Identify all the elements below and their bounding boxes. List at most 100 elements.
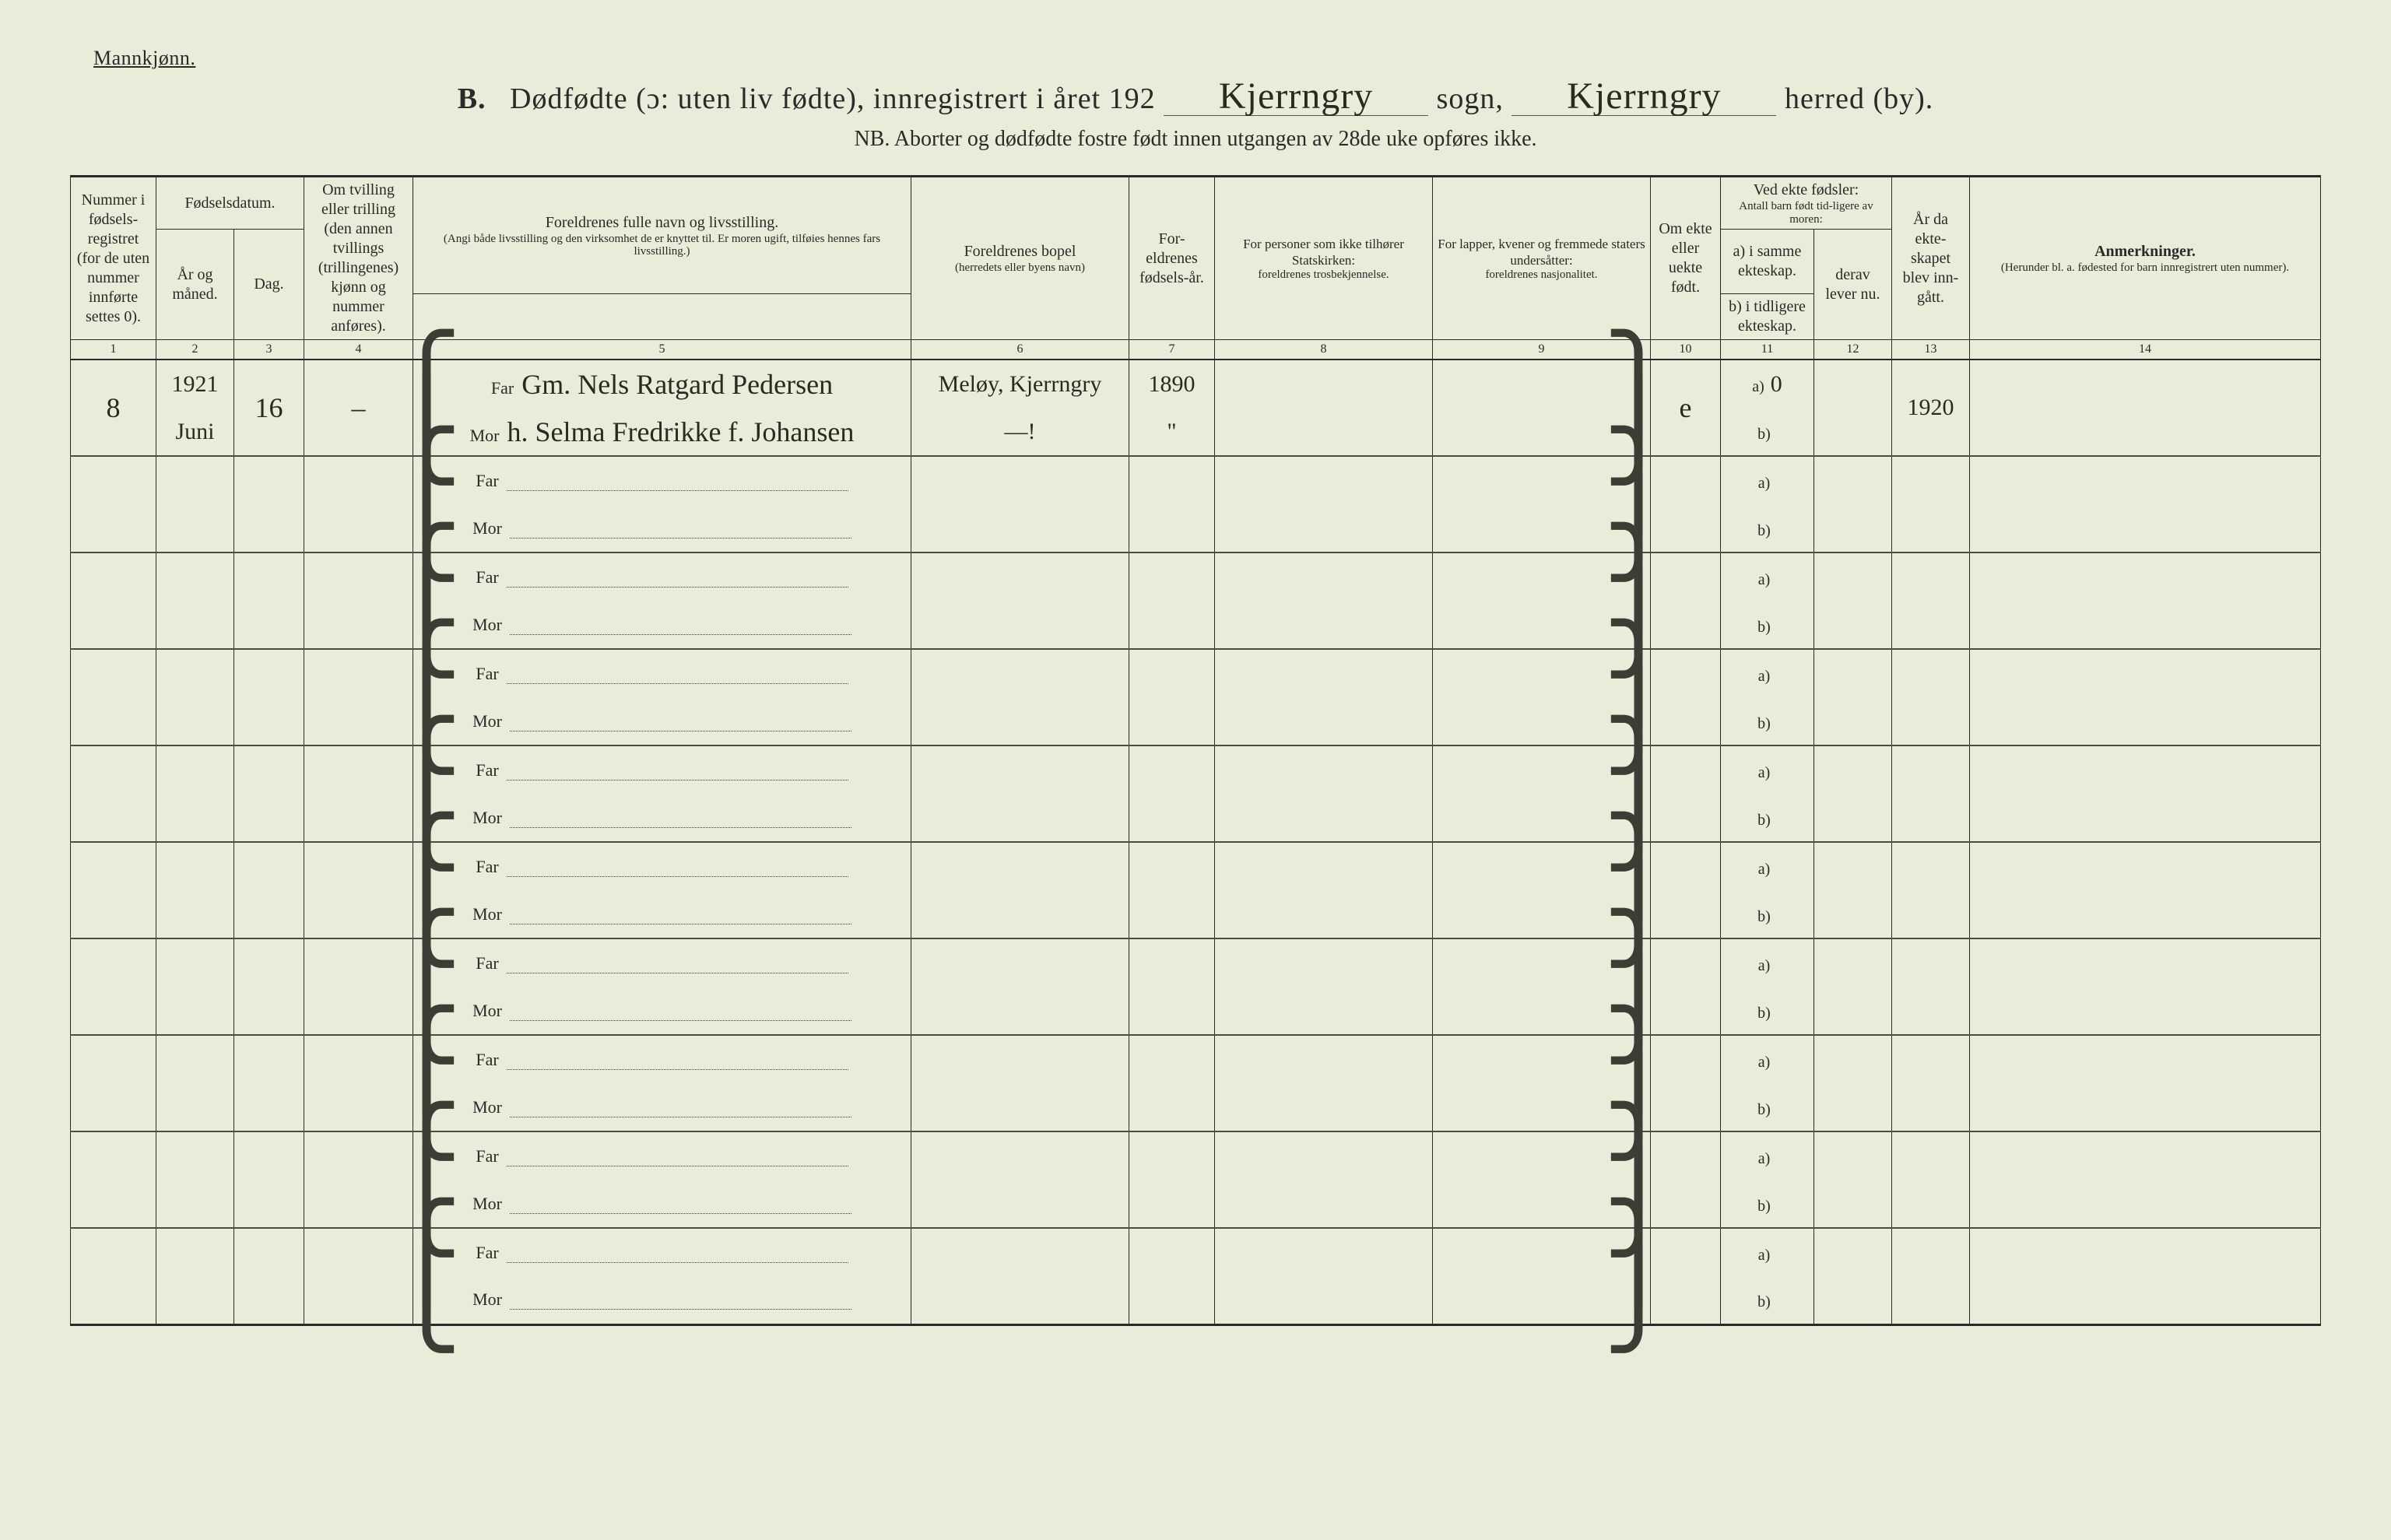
marriage-year xyxy=(1892,745,1970,842)
religion-mor xyxy=(1215,794,1433,842)
col6-head: Foreldrenes bopel (herredets eller byens… xyxy=(911,177,1129,340)
b-cell: b) xyxy=(1721,601,1814,649)
mor-label: Mor xyxy=(472,904,502,924)
colnum-1: 1 xyxy=(71,340,156,360)
mor-cell: ⎩Mor xyxy=(413,1276,911,1324)
a-cell: a) xyxy=(1721,745,1814,794)
mor-birth xyxy=(1129,1276,1215,1324)
remarks xyxy=(1970,1131,2321,1228)
col2-top: Fødselsdatum. xyxy=(156,177,304,230)
entry-month xyxy=(156,987,234,1035)
colnum-14: 14 xyxy=(1970,340,2321,360)
subtitle: NB. Aborter og dødfødte fostre født inne… xyxy=(70,127,2321,152)
far-label: Far xyxy=(476,1146,498,1166)
a-derav xyxy=(1814,360,1892,408)
col1-head: Nummer i fødsels-registret (for de uten … xyxy=(71,177,156,340)
far-cell: ⎧Far xyxy=(413,842,911,890)
marriage-year xyxy=(1892,1131,1970,1228)
remarks xyxy=(1970,649,2321,745)
entry-year xyxy=(156,1035,234,1083)
far-label: Far xyxy=(476,760,498,780)
entry-year xyxy=(156,1228,234,1276)
b-cell: b) xyxy=(1721,1083,1814,1131)
sogn-word: sogn, xyxy=(1437,82,1504,115)
entry-number xyxy=(71,649,156,745)
colnum-12: 12 xyxy=(1814,340,1892,360)
entry-day xyxy=(234,1131,304,1228)
a-derav xyxy=(1814,938,1892,987)
entry-year xyxy=(156,938,234,987)
a-derav xyxy=(1814,1131,1892,1180)
far-cell: ⎧FarGm. Nels Ratgard Pedersen xyxy=(413,360,911,408)
entry-year xyxy=(156,553,234,601)
remarks xyxy=(1970,938,2321,1035)
entry-year xyxy=(156,745,234,794)
far-cell: ⎧Far xyxy=(413,745,911,794)
residence-far xyxy=(911,1228,1129,1276)
a-derav xyxy=(1814,456,1892,504)
col8-top: For personer som ikke tilhører Statskirk… xyxy=(1220,236,1427,269)
residence-mor xyxy=(911,697,1129,745)
far-cell: ⎧Far xyxy=(413,553,911,601)
entry-day xyxy=(234,1228,304,1324)
residence-far xyxy=(911,456,1129,504)
religion-far xyxy=(1215,1035,1433,1083)
b-cell: b) xyxy=(1721,504,1814,553)
col5-spacer xyxy=(413,294,911,340)
entry-number xyxy=(71,1228,156,1324)
entry-day xyxy=(234,649,304,745)
colnum-3: 3 xyxy=(234,340,304,360)
title-prefix: Dødfødte (ɔ: uten liv fødte), innregistr… xyxy=(510,82,1156,115)
mor-birth xyxy=(1129,697,1215,745)
b-derav xyxy=(1814,1276,1892,1324)
b-cell: b) xyxy=(1721,890,1814,938)
residence-mor xyxy=(911,1276,1129,1324)
entry-month xyxy=(156,890,234,938)
religion-mor xyxy=(1215,1180,1433,1228)
mor-birth xyxy=(1129,794,1215,842)
far-birth: 1890 xyxy=(1129,360,1215,408)
entry-month xyxy=(156,1180,234,1228)
entry-year xyxy=(156,1131,234,1180)
colnum-13: 13 xyxy=(1892,340,1970,360)
residence-far xyxy=(911,1035,1129,1083)
far-cell: ⎧Far xyxy=(413,938,911,987)
col11-derav: derav lever nu. xyxy=(1814,230,1892,340)
entry-number xyxy=(71,1035,156,1131)
mor-birth xyxy=(1129,890,1215,938)
entry-month xyxy=(156,794,234,842)
far-label: Far xyxy=(476,1243,498,1262)
far-birth xyxy=(1129,842,1215,890)
religion-far xyxy=(1215,360,1433,408)
marriage-year xyxy=(1892,842,1970,938)
residence-mor: —! xyxy=(911,408,1129,456)
mor-birth xyxy=(1129,504,1215,553)
far-birth xyxy=(1129,1228,1215,1276)
mor-label: Mor xyxy=(472,1194,502,1213)
col11a-head: a) i samme ekteskap. xyxy=(1721,230,1814,294)
colnum-5: 5 xyxy=(413,340,911,360)
residence-mor xyxy=(911,1180,1129,1228)
b-derav xyxy=(1814,987,1892,1035)
marriage-year xyxy=(1892,938,1970,1035)
far-birth xyxy=(1129,938,1215,987)
religion-far xyxy=(1215,842,1433,890)
far-cell: ⎧Far xyxy=(413,1035,911,1083)
a-cell: a) xyxy=(1721,1228,1814,1276)
col5-top: Foreldrenes fulle navn og livsstilling. … xyxy=(413,177,911,294)
residence-far xyxy=(911,938,1129,987)
col11-line2: Antall barn født tid-ligere av moren: xyxy=(1726,200,1887,226)
section-letter: B. xyxy=(458,82,486,115)
gender-label: Mannkjønn. xyxy=(93,47,2321,70)
mor-birth: " xyxy=(1129,408,1215,456)
b-derav xyxy=(1814,408,1892,456)
mor-cell: ⎩Mor xyxy=(413,601,911,649)
b-cell: b) xyxy=(1721,408,1814,456)
marriage-year xyxy=(1892,553,1970,649)
a-cell: a) xyxy=(1721,1035,1814,1083)
residence-far xyxy=(911,745,1129,794)
col13-head: År da ekte-skapet blev inn-gått. xyxy=(1892,177,1970,340)
mor-label: Mor xyxy=(472,1001,502,1020)
mor-label: Mor xyxy=(472,808,502,827)
col14-sub: (Herunder bl. a. fødested for barn innre… xyxy=(1975,261,2316,275)
